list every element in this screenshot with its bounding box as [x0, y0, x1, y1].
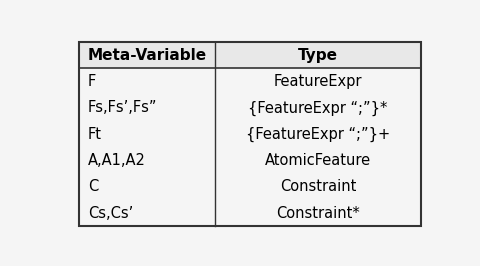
Bar — [79, 69, 421, 95]
Text: F: F — [88, 74, 96, 89]
Text: Cs,Cs’: Cs,Cs’ — [88, 206, 133, 221]
Text: Type: Type — [298, 48, 338, 63]
Bar — [79, 147, 421, 174]
Bar — [79, 42, 216, 69]
Text: {FeatureExpr “;”}*: {FeatureExpr “;”}* — [249, 100, 388, 116]
Text: AtomicFeature: AtomicFeature — [265, 153, 371, 168]
Text: C: C — [88, 180, 98, 194]
Bar — [216, 42, 421, 69]
Text: FeatureExpr: FeatureExpr — [274, 74, 362, 89]
Text: Constraint: Constraint — [280, 180, 356, 194]
Text: A,A1,A2: A,A1,A2 — [88, 153, 146, 168]
Text: Fs,Fs’,Fs”: Fs,Fs’,Fs” — [88, 101, 157, 115]
Bar — [79, 42, 421, 227]
Bar — [79, 95, 421, 121]
Text: Meta-Variable: Meta-Variable — [87, 48, 206, 63]
Bar — [79, 174, 421, 200]
Bar — [79, 200, 421, 226]
Text: Constraint*: Constraint* — [276, 206, 360, 221]
Text: Ft: Ft — [88, 127, 102, 142]
Text: {FeatureExpr “;”}+: {FeatureExpr “;”}+ — [246, 127, 390, 142]
Bar — [79, 121, 421, 147]
